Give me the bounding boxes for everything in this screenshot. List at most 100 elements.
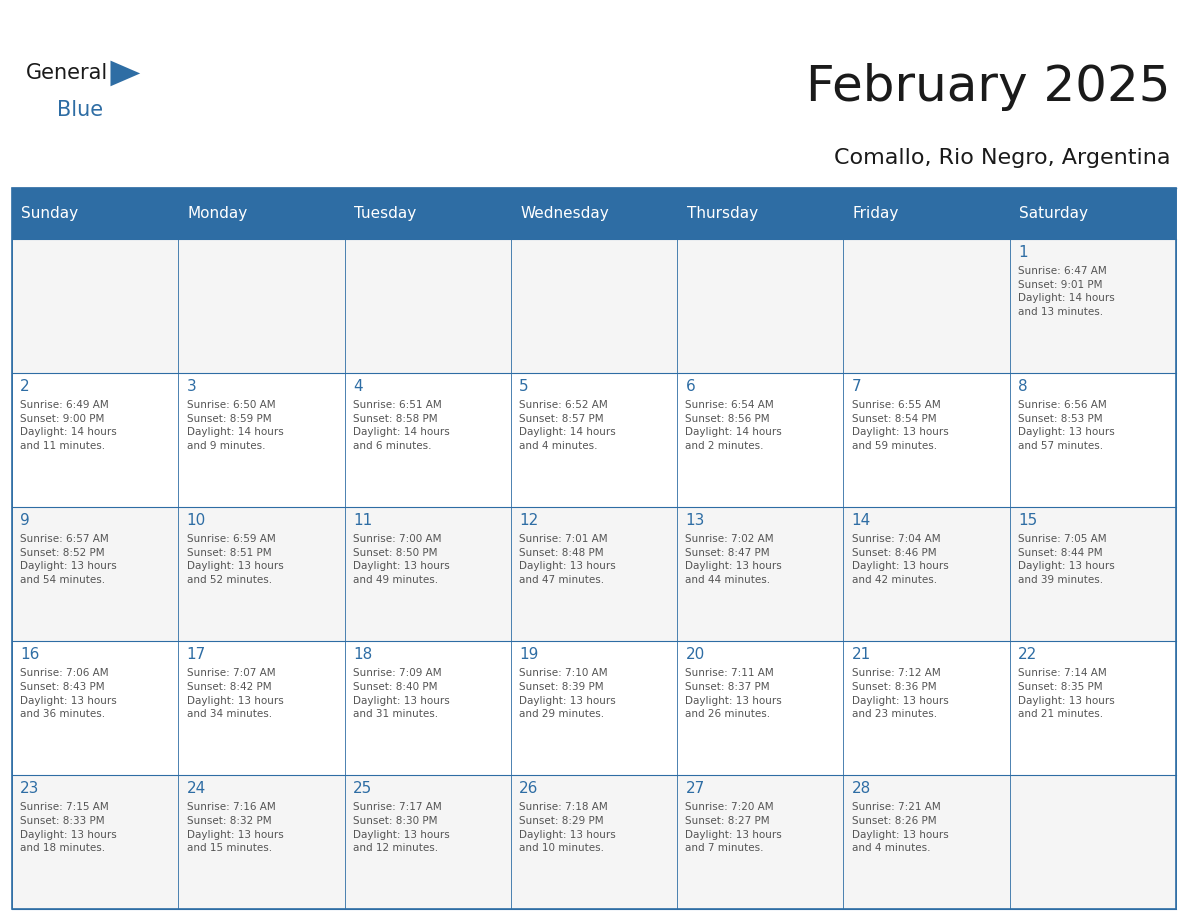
Text: Sunrise: 7:01 AM
Sunset: 8:48 PM
Daylight: 13 hours
and 47 minutes.: Sunrise: 7:01 AM Sunset: 8:48 PM Dayligh… (519, 534, 615, 585)
Text: 10: 10 (187, 513, 206, 528)
Bar (677, 188, 843, 239)
Text: 21: 21 (852, 647, 871, 662)
Text: February 2025: February 2025 (805, 63, 1170, 111)
Bar (345, 239, 511, 373)
Text: Blue: Blue (57, 100, 103, 120)
Text: 15: 15 (1018, 513, 1037, 528)
Text: 22: 22 (1018, 647, 1037, 662)
Text: 6: 6 (685, 379, 695, 394)
Text: Sunrise: 7:06 AM
Sunset: 8:43 PM
Daylight: 13 hours
and 36 minutes.: Sunrise: 7:06 AM Sunset: 8:43 PM Dayligh… (20, 668, 116, 719)
Text: 4: 4 (353, 379, 362, 394)
Bar (843, 373, 1010, 507)
Text: Sunrise: 7:04 AM
Sunset: 8:46 PM
Daylight: 13 hours
and 42 minutes.: Sunrise: 7:04 AM Sunset: 8:46 PM Dayligh… (852, 534, 948, 585)
Text: 1: 1 (1018, 245, 1028, 260)
Text: 18: 18 (353, 647, 372, 662)
Text: Comallo, Rio Negro, Argentina: Comallo, Rio Negro, Argentina (834, 148, 1170, 168)
Text: 8: 8 (1018, 379, 1028, 394)
Text: 25: 25 (353, 781, 372, 796)
Bar (1010, 775, 1176, 909)
Text: Sunrise: 7:11 AM
Sunset: 8:37 PM
Daylight: 13 hours
and 26 minutes.: Sunrise: 7:11 AM Sunset: 8:37 PM Dayligh… (685, 668, 782, 719)
Bar (511, 373, 677, 507)
Bar (178, 373, 345, 507)
Text: Sunrise: 6:49 AM
Sunset: 9:00 PM
Daylight: 14 hours
and 11 minutes.: Sunrise: 6:49 AM Sunset: 9:00 PM Dayligh… (20, 400, 116, 451)
Bar (178, 239, 345, 373)
Text: Sunrise: 7:02 AM
Sunset: 8:47 PM
Daylight: 13 hours
and 44 minutes.: Sunrise: 7:02 AM Sunset: 8:47 PM Dayligh… (685, 534, 782, 585)
Text: 26: 26 (519, 781, 538, 796)
Text: 14: 14 (852, 513, 871, 528)
Bar (345, 373, 511, 507)
Text: Sunrise: 6:51 AM
Sunset: 8:58 PM
Daylight: 14 hours
and 6 minutes.: Sunrise: 6:51 AM Sunset: 8:58 PM Dayligh… (353, 400, 449, 451)
Bar (511, 507, 677, 641)
Text: Sunrise: 7:14 AM
Sunset: 8:35 PM
Daylight: 13 hours
and 21 minutes.: Sunrise: 7:14 AM Sunset: 8:35 PM Dayligh… (1018, 668, 1114, 719)
Bar (12, 188, 178, 239)
Text: Sunrise: 6:56 AM
Sunset: 8:53 PM
Daylight: 13 hours
and 57 minutes.: Sunrise: 6:56 AM Sunset: 8:53 PM Dayligh… (1018, 400, 1114, 451)
Text: Thursday: Thursday (687, 206, 758, 221)
Bar (345, 507, 511, 641)
Text: 19: 19 (519, 647, 538, 662)
Text: 5: 5 (519, 379, 529, 394)
Bar (1010, 373, 1176, 507)
Text: 16: 16 (20, 647, 39, 662)
Text: Sunrise: 6:54 AM
Sunset: 8:56 PM
Daylight: 14 hours
and 2 minutes.: Sunrise: 6:54 AM Sunset: 8:56 PM Dayligh… (685, 400, 782, 451)
Bar (345, 641, 511, 775)
Text: Sunrise: 6:52 AM
Sunset: 8:57 PM
Daylight: 14 hours
and 4 minutes.: Sunrise: 6:52 AM Sunset: 8:57 PM Dayligh… (519, 400, 615, 451)
Text: Sunrise: 7:10 AM
Sunset: 8:39 PM
Daylight: 13 hours
and 29 minutes.: Sunrise: 7:10 AM Sunset: 8:39 PM Dayligh… (519, 668, 615, 719)
Text: Sunrise: 7:00 AM
Sunset: 8:50 PM
Daylight: 13 hours
and 49 minutes.: Sunrise: 7:00 AM Sunset: 8:50 PM Dayligh… (353, 534, 449, 585)
Bar (345, 775, 511, 909)
Text: Sunrise: 7:09 AM
Sunset: 8:40 PM
Daylight: 13 hours
and 31 minutes.: Sunrise: 7:09 AM Sunset: 8:40 PM Dayligh… (353, 668, 449, 719)
Text: Sunrise: 7:16 AM
Sunset: 8:32 PM
Daylight: 13 hours
and 15 minutes.: Sunrise: 7:16 AM Sunset: 8:32 PM Dayligh… (187, 802, 283, 853)
Text: Sunrise: 7:12 AM
Sunset: 8:36 PM
Daylight: 13 hours
and 23 minutes.: Sunrise: 7:12 AM Sunset: 8:36 PM Dayligh… (852, 668, 948, 719)
Bar (178, 641, 345, 775)
Bar (345, 188, 511, 239)
Text: 17: 17 (187, 647, 206, 662)
Text: Sunrise: 7:05 AM
Sunset: 8:44 PM
Daylight: 13 hours
and 39 minutes.: Sunrise: 7:05 AM Sunset: 8:44 PM Dayligh… (1018, 534, 1114, 585)
Text: Sunrise: 6:57 AM
Sunset: 8:52 PM
Daylight: 13 hours
and 54 minutes.: Sunrise: 6:57 AM Sunset: 8:52 PM Dayligh… (20, 534, 116, 585)
Text: 24: 24 (187, 781, 206, 796)
Text: 23: 23 (20, 781, 39, 796)
Text: Tuesday: Tuesday (354, 206, 416, 221)
Bar (843, 188, 1010, 239)
Bar (843, 775, 1010, 909)
Bar (12, 641, 178, 775)
Text: 28: 28 (852, 781, 871, 796)
Text: Sunrise: 6:50 AM
Sunset: 8:59 PM
Daylight: 14 hours
and 9 minutes.: Sunrise: 6:50 AM Sunset: 8:59 PM Dayligh… (187, 400, 283, 451)
Text: Sunday: Sunday (21, 206, 78, 221)
Text: 13: 13 (685, 513, 704, 528)
Text: General: General (26, 63, 108, 84)
Text: 11: 11 (353, 513, 372, 528)
Bar (178, 507, 345, 641)
Bar (511, 641, 677, 775)
Bar (1010, 507, 1176, 641)
Text: Sunrise: 7:21 AM
Sunset: 8:26 PM
Daylight: 13 hours
and 4 minutes.: Sunrise: 7:21 AM Sunset: 8:26 PM Dayligh… (852, 802, 948, 853)
Bar (178, 188, 345, 239)
Bar (1010, 641, 1176, 775)
Text: 27: 27 (685, 781, 704, 796)
Text: 7: 7 (852, 379, 861, 394)
Bar (12, 188, 1176, 909)
Bar (178, 775, 345, 909)
Text: Sunrise: 7:18 AM
Sunset: 8:29 PM
Daylight: 13 hours
and 10 minutes.: Sunrise: 7:18 AM Sunset: 8:29 PM Dayligh… (519, 802, 615, 853)
Text: Sunrise: 6:59 AM
Sunset: 8:51 PM
Daylight: 13 hours
and 52 minutes.: Sunrise: 6:59 AM Sunset: 8:51 PM Dayligh… (187, 534, 283, 585)
Bar (677, 239, 843, 373)
Polygon shape (110, 61, 140, 86)
Bar (12, 507, 178, 641)
Bar (12, 239, 178, 373)
Bar (843, 239, 1010, 373)
Bar (843, 641, 1010, 775)
Bar (677, 507, 843, 641)
Text: 3: 3 (187, 379, 196, 394)
Bar (511, 775, 677, 909)
Bar (677, 373, 843, 507)
Text: 2: 2 (20, 379, 30, 394)
Bar (843, 507, 1010, 641)
Text: Sunrise: 7:15 AM
Sunset: 8:33 PM
Daylight: 13 hours
and 18 minutes.: Sunrise: 7:15 AM Sunset: 8:33 PM Dayligh… (20, 802, 116, 853)
Bar (12, 373, 178, 507)
Text: Sunrise: 7:07 AM
Sunset: 8:42 PM
Daylight: 13 hours
and 34 minutes.: Sunrise: 7:07 AM Sunset: 8:42 PM Dayligh… (187, 668, 283, 719)
Bar (677, 641, 843, 775)
Text: Sunrise: 7:20 AM
Sunset: 8:27 PM
Daylight: 13 hours
and 7 minutes.: Sunrise: 7:20 AM Sunset: 8:27 PM Dayligh… (685, 802, 782, 853)
Text: Friday: Friday (853, 206, 899, 221)
Text: Sunrise: 7:17 AM
Sunset: 8:30 PM
Daylight: 13 hours
and 12 minutes.: Sunrise: 7:17 AM Sunset: 8:30 PM Dayligh… (353, 802, 449, 853)
Bar (12, 775, 178, 909)
Text: 9: 9 (20, 513, 30, 528)
Bar (511, 239, 677, 373)
